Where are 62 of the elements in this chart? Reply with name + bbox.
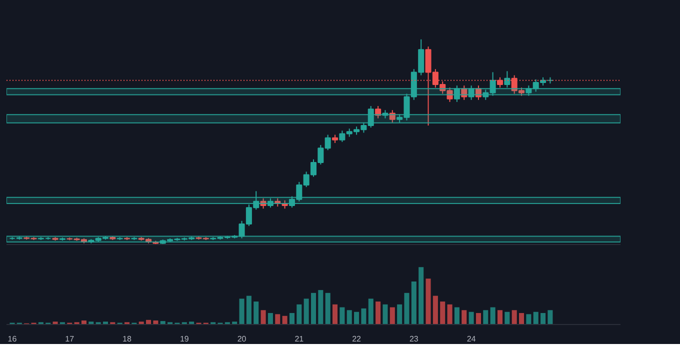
bar [526, 314, 532, 324]
x-tick-label: 16 [8, 334, 18, 344]
bar [296, 304, 302, 324]
bar [346, 310, 352, 324]
x-tick-label: 21 [294, 334, 304, 344]
bar [512, 310, 517, 324]
bar [418, 267, 424, 324]
candlestick [475, 85, 482, 100]
bar [310, 292, 316, 324]
bar [318, 290, 324, 324]
bar [382, 304, 388, 324]
bar [426, 278, 431, 324]
bar [411, 281, 416, 324]
bar [340, 307, 345, 324]
bar [368, 298, 374, 324]
bar [462, 310, 467, 324]
bar [397, 304, 402, 324]
x-tick-label: 23 [409, 334, 419, 344]
bar [447, 304, 452, 324]
bar [268, 313, 273, 324]
bar [390, 307, 395, 324]
candlestick [461, 85, 468, 100]
candlestick [260, 198, 266, 210]
bar [289, 313, 294, 324]
bar [275, 314, 280, 324]
bar [361, 308, 366, 324]
bar [476, 313, 481, 324]
bar [354, 312, 360, 324]
bar [490, 307, 496, 324]
candlestick [375, 106, 382, 119]
bar [548, 310, 553, 324]
bar [404, 292, 410, 324]
bar [254, 302, 259, 324]
candlestick [267, 198, 274, 208]
candlestick [389, 110, 396, 123]
bar [304, 298, 309, 324]
bar [260, 310, 266, 324]
x-tick-label: 22 [352, 334, 362, 344]
bar [376, 302, 381, 324]
candlestick [468, 85, 474, 100]
bar [519, 313, 524, 324]
bar [454, 307, 460, 324]
bar [432, 296, 438, 324]
bar [246, 296, 252, 324]
x-tick-label: 20 [237, 334, 247, 344]
bar [332, 304, 338, 324]
x-tick-label: 19 [180, 334, 190, 344]
candlestick [504, 70, 510, 88]
candlestick [454, 85, 460, 102]
x-tick-label: 18 [122, 334, 132, 344]
bar [468, 312, 474, 324]
bar [497, 310, 503, 324]
bar [282, 316, 288, 324]
bar [483, 310, 488, 324]
bar [325, 292, 330, 324]
x-tick-label: 24 [466, 334, 476, 344]
bar [239, 298, 244, 324]
x-tick-label: 17 [65, 334, 75, 344]
bar [504, 312, 510, 324]
bar [540, 313, 546, 324]
bar [533, 312, 538, 324]
bar [440, 302, 446, 324]
